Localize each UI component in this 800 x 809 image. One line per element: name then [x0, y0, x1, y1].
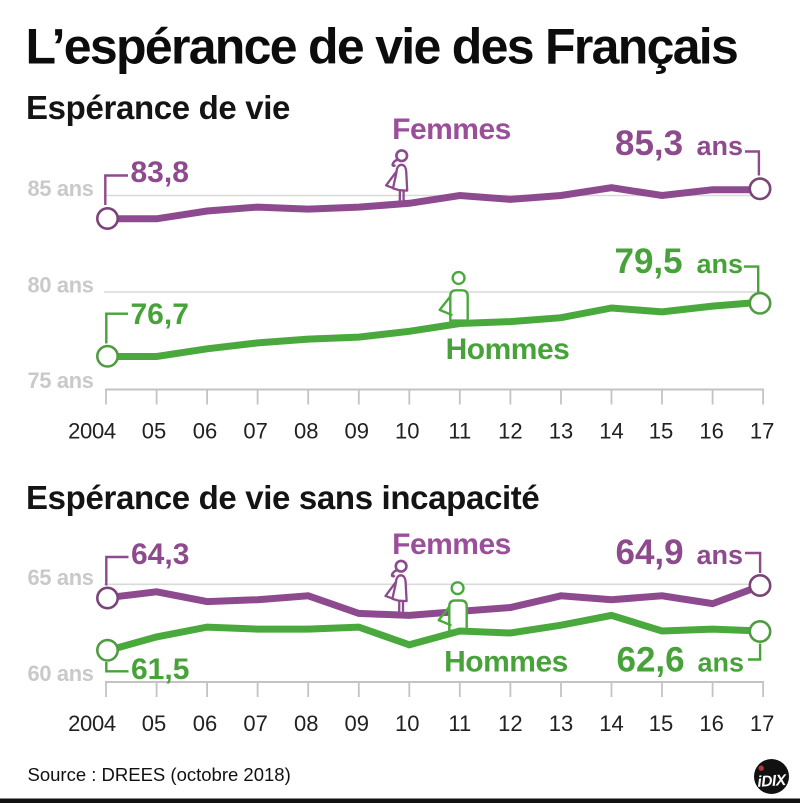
- svg-text:64,3: 64,3: [131, 538, 189, 571]
- svg-text:12: 12: [498, 711, 522, 736]
- svg-text:15: 15: [649, 711, 673, 736]
- svg-text:ans: ans: [698, 648, 745, 678]
- svg-text:06: 06: [193, 419, 217, 444]
- svg-text:Espérance de vie: Espérance de vie: [26, 89, 290, 126]
- svg-text:85,3: 85,3: [615, 124, 683, 163]
- svg-text:75 ans: 75 ans: [28, 368, 94, 393]
- svg-text:14: 14: [599, 711, 623, 736]
- svg-text:09: 09: [345, 419, 369, 444]
- svg-text:16: 16: [699, 419, 723, 444]
- svg-text:83,8: 83,8: [131, 156, 189, 189]
- svg-text:ans: ans: [697, 131, 744, 161]
- svg-text:13: 13: [549, 419, 573, 444]
- svg-text:09: 09: [345, 711, 369, 736]
- svg-text:14: 14: [599, 419, 623, 444]
- svg-text:10: 10: [395, 711, 419, 736]
- svg-text:13: 13: [549, 711, 573, 736]
- svg-text:ans: ans: [697, 540, 744, 570]
- svg-text:08: 08: [294, 711, 318, 736]
- svg-text:11: 11: [448, 419, 471, 444]
- svg-text:12: 12: [498, 419, 522, 444]
- svg-text:61,5: 61,5: [131, 653, 189, 686]
- svg-text:76,7: 76,7: [131, 298, 189, 331]
- svg-text:07: 07: [243, 419, 267, 444]
- svg-text:80 ans: 80 ans: [28, 273, 94, 298]
- svg-text:08: 08: [294, 419, 318, 444]
- svg-text:2004: 2004: [68, 711, 116, 736]
- svg-text:Hommes: Hommes: [446, 333, 570, 366]
- svg-text:2004: 2004: [68, 419, 116, 444]
- svg-text:Source : DREES (octobre 2018): Source : DREES (octobre 2018): [28, 764, 291, 785]
- svg-text:Femmes: Femmes: [392, 113, 511, 146]
- svg-text:79,5: 79,5: [615, 242, 683, 281]
- svg-text:10: 10: [395, 419, 419, 444]
- svg-text:Hommes: Hommes: [444, 645, 568, 678]
- svg-text:60 ans: 60 ans: [28, 661, 94, 686]
- svg-text:64,9: 64,9: [616, 533, 684, 572]
- svg-text:62,6: 62,6: [617, 641, 685, 680]
- svg-text:L’espérance de vie des Françai: L’espérance de vie des Français: [26, 19, 738, 75]
- svg-text:Espérance de vie sans incapaci: Espérance de vie sans incapacité: [26, 479, 539, 516]
- svg-text:07: 07: [243, 711, 267, 736]
- svg-text:65 ans: 65 ans: [28, 565, 94, 590]
- svg-text:17: 17: [750, 711, 774, 736]
- svg-text:05: 05: [142, 419, 166, 444]
- svg-text:05: 05: [142, 711, 166, 736]
- svg-text:iDIX: iDIX: [757, 772, 788, 791]
- svg-text:15: 15: [649, 419, 673, 444]
- svg-text:ans: ans: [697, 249, 744, 279]
- svg-text:85 ans: 85 ans: [28, 176, 94, 201]
- svg-text:Femmes: Femmes: [392, 528, 511, 561]
- svg-text:06: 06: [193, 711, 217, 736]
- svg-text:17: 17: [750, 419, 774, 444]
- svg-text:11: 11: [448, 711, 471, 736]
- svg-text:16: 16: [699, 711, 723, 736]
